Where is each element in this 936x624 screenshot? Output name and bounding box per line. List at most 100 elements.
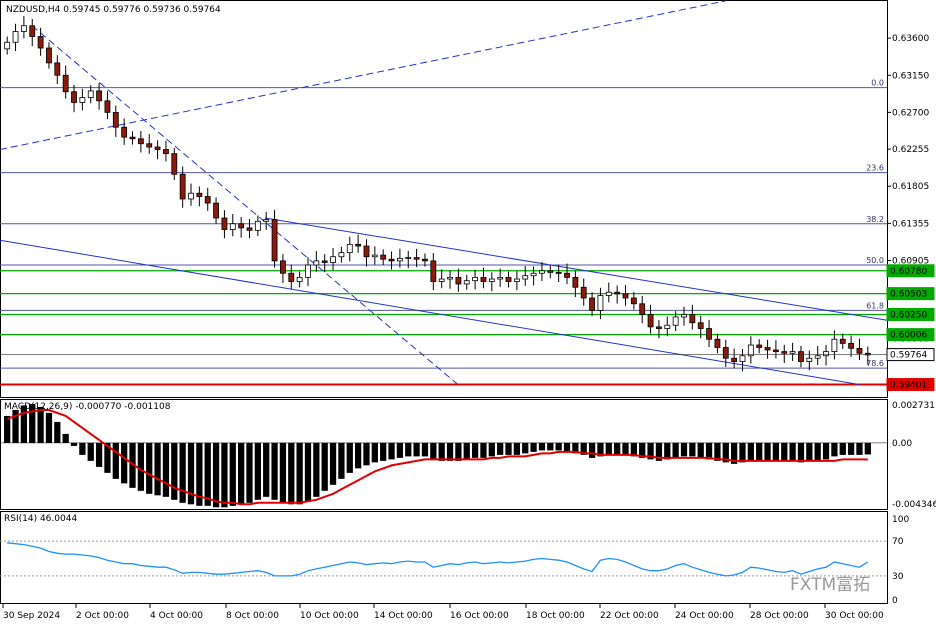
macd-histogram-bar [847, 442, 855, 455]
price-tag-label: 0.60503 [890, 290, 927, 300]
macd-histogram-bar [588, 442, 596, 458]
macd-histogram-bar [37, 406, 44, 443]
macd-histogram-bar [154, 442, 161, 496]
candle-body [330, 256, 336, 263]
candle-body [4, 41, 11, 50]
candle-body [321, 260, 328, 263]
macd-header: MACD(12,26,9) -0.000770 -0.001108 [4, 402, 171, 412]
macd-histogram-bar [806, 442, 813, 461]
macd-histogram-bar [137, 442, 145, 491]
macd-histogram-bar [146, 442, 153, 494]
macd-histogram-bar [212, 442, 220, 508]
macd-histogram-bar [371, 442, 378, 463]
macd-histogram-bar [129, 442, 136, 488]
macd-histogram-bar [497, 442, 504, 455]
macd-histogram-bar [204, 442, 211, 506]
rsi-tick-label: 100 [892, 515, 909, 525]
macd-histogram-bar [354, 442, 362, 469]
macd-histogram-bar [346, 442, 353, 473]
macd-histogram-bar [70, 442, 78, 446]
macd-histogram-bar [121, 442, 128, 484]
candle-body [463, 280, 470, 285]
price-tag-label: 0.59764 [890, 351, 927, 361]
candle-body [238, 223, 245, 229]
macd-histogram-bar [87, 442, 94, 461]
candle-body [438, 278, 445, 282]
price-tag-box [886, 348, 935, 362]
macd-tick-label: -0.004346 [892, 500, 936, 510]
macd-histogram-bar [29, 403, 36, 443]
time-tick-label: 4 Oct 00:00 [150, 611, 203, 621]
candle-body [355, 243, 362, 247]
main-panel-frame [0, 0, 888, 398]
time-tick-label: 8 Oct 00:00 [226, 611, 279, 621]
time-tick-label: 30 Oct 00:00 [825, 611, 884, 621]
candle-body [46, 47, 52, 64]
time-tick-label: 10 Oct 00:00 [300, 611, 359, 621]
macd-histogram-bar [254, 442, 261, 500]
axis-layer: 0.63600 0.63150 0.62700 0.62255 0.61805 0.613… [2, 34, 936, 621]
candle-body [488, 278, 495, 282]
time-tick-label: 18 Oct 00:00 [526, 611, 585, 621]
candle-body [305, 264, 311, 278]
macd-histogram-bar [238, 442, 245, 505]
candle-body [714, 338, 721, 348]
candle-body [622, 293, 629, 299]
price-tag-label: 0.60780 [890, 267, 927, 277]
macd-histogram-bar [396, 442, 404, 458]
macd-histogram-bar [756, 442, 763, 461]
candle-body [271, 219, 278, 262]
macd-histogram-bar [380, 442, 387, 461]
candle-body [54, 62, 61, 76]
macd-histogram-bar [162, 442, 170, 497]
macd-histogram-bar [430, 442, 437, 460]
macd-histogram-bar [705, 442, 713, 460]
macd-histogram-bar [864, 442, 871, 455]
macd-histogram-bar [279, 442, 287, 503]
fib-level-label: 61.8 [866, 301, 884, 310]
candle-body [564, 272, 570, 278]
fib-level-label: 0.0 [871, 79, 884, 88]
candle-body [505, 276, 512, 282]
time-tick-label: 24 Oct 00:00 [675, 611, 734, 621]
candle-body [848, 342, 855, 349]
candle-body [513, 278, 520, 282]
candle-body [706, 328, 712, 340]
macd-histogram-bar [321, 442, 328, 491]
macd-histogram-bar [630, 442, 637, 457]
candle-body [739, 355, 746, 362]
candle-body [179, 173, 186, 200]
macd-histogram-bar [171, 442, 178, 500]
time-tick-label: 16 Oct 00:00 [450, 611, 509, 621]
candle-body [104, 100, 111, 113]
candle-body [764, 347, 771, 351]
macd-histogram-bar [647, 442, 654, 460]
fib-level-label: 38.2 [866, 215, 884, 224]
candle-body [396, 257, 403, 262]
candle-body [639, 303, 646, 315]
macd-histogram-bar [597, 442, 604, 457]
candle-body [731, 357, 738, 362]
candle-body [79, 97, 86, 103]
macd-histogram-bar [79, 442, 86, 455]
macd-histogram-bar [505, 442, 512, 455]
price-tick-label: 0.61805 [892, 182, 929, 192]
macd-histogram-bar [797, 442, 805, 463]
macd-histogram-bar [672, 442, 679, 458]
macd-histogram-bar [455, 442, 462, 461]
macd-histogram-bar [513, 442, 521, 455]
price-tick-label: 0.60905 [892, 256, 929, 266]
macd-histogram-bar [413, 442, 420, 457]
watermark: FXTM富拓 [790, 575, 870, 595]
price-tick-label: 0.62255 [892, 145, 929, 155]
macd-tick-label: 0.00 [892, 439, 912, 449]
macd-histogram-bar [605, 442, 612, 455]
macd-histogram-bar [246, 442, 253, 503]
macd-histogram-bar [722, 442, 729, 463]
candle-body [196, 192, 203, 197]
macd-histogram-bar [639, 442, 646, 458]
macd-layer [0, 403, 887, 508]
macd-histogram-bar [622, 442, 629, 455]
macd-histogram-bar [538, 442, 546, 451]
